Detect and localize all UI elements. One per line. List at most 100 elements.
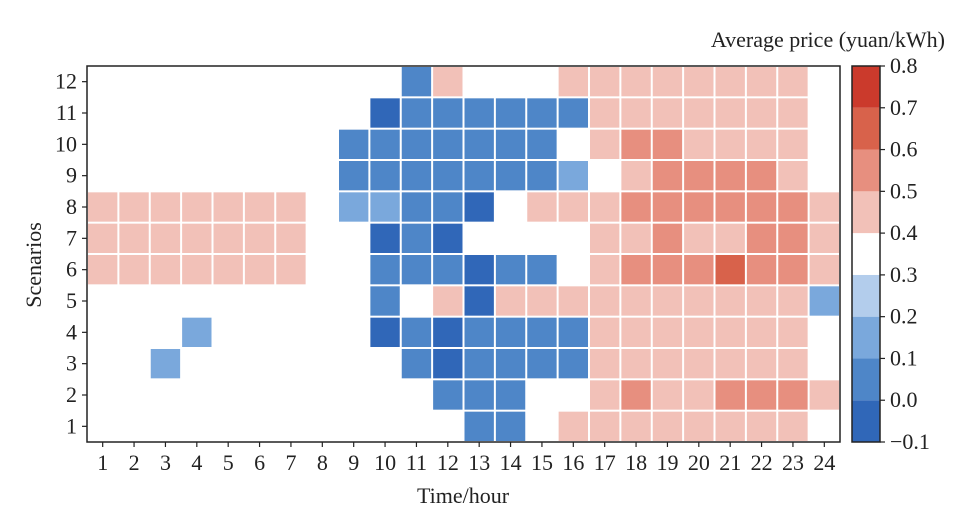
x-tick-label: 15: [531, 450, 553, 475]
heatmap-cell: [464, 129, 494, 159]
heatmap-cell: [370, 255, 400, 285]
heatmap-cell: [621, 317, 651, 347]
y-tick-label: 2: [66, 382, 77, 407]
heatmap-cell: [527, 161, 557, 191]
heatmap-cell: [746, 349, 777, 379]
heatmap-cell: [464, 161, 494, 191]
heatmap-cell: [590, 317, 620, 347]
y-tick-label: 9: [66, 163, 77, 188]
heatmap-cell: [715, 98, 745, 128]
y-tick-label: 11: [56, 100, 77, 125]
heatmap-cell: [276, 192, 306, 222]
heatmap-cell: [590, 255, 620, 285]
heatmap-cell: [527, 192, 557, 222]
heatmap-cell: [590, 349, 620, 379]
heatmap-cell: [684, 380, 714, 410]
colorbar-tick-label: 0.3: [890, 262, 918, 287]
heatmap-cell: [433, 349, 463, 379]
heatmap-cell: [809, 223, 839, 253]
colorbar-tick-label: 0.6: [890, 137, 918, 162]
heatmap-cell: [244, 192, 275, 222]
x-tick-label: 18: [625, 450, 647, 475]
heatmap-cell: [590, 286, 620, 316]
x-tick-label: 11: [406, 450, 427, 475]
heatmap-cell: [590, 67, 620, 97]
y-axis-label: Scenarios: [21, 222, 46, 308]
y-tick-label: 6: [66, 257, 77, 282]
heatmap-cell: [88, 192, 118, 222]
heatmap-cell: [652, 161, 683, 191]
heatmap-cell: [244, 255, 275, 285]
heatmap-cell: [401, 67, 432, 97]
heatmap-cell: [652, 192, 683, 222]
heatmap-cell: [370, 223, 400, 253]
y-tick-label: 12: [55, 69, 77, 94]
heatmap-cell: [119, 223, 149, 253]
heatmap-cell: [684, 129, 714, 159]
x-tick-label: 1: [97, 450, 108, 475]
heatmap-cell: [527, 255, 557, 285]
heatmap-cell: [621, 255, 651, 285]
x-tick-label: 24: [813, 450, 835, 475]
heatmap-cell: [621, 223, 651, 253]
colorbar-bin: [852, 274, 880, 317]
heatmap-cell: [809, 192, 839, 222]
heatmap-cell: [527, 98, 557, 128]
heatmap-cell: [150, 192, 181, 222]
x-tick-label: 3: [160, 450, 171, 475]
x-tick-label: 6: [254, 450, 265, 475]
x-tick-label: 23: [782, 450, 804, 475]
heatmap-cell: [715, 349, 745, 379]
x-tick-label: 21: [719, 450, 741, 475]
x-tick-label: 10: [374, 450, 396, 475]
heatmap-cell: [621, 411, 651, 441]
heatmap-cell: [495, 411, 526, 441]
heatmap-cell: [590, 98, 620, 128]
heatmap-cell: [652, 380, 683, 410]
heatmap-cell: [746, 255, 777, 285]
heatmap-cell: [213, 255, 243, 285]
heatmap-cell: [652, 349, 683, 379]
colorbar-bin: [852, 400, 880, 442]
heatmap-cell: [778, 286, 808, 316]
heatmap-cell: [527, 349, 557, 379]
colorbar-bin: [852, 358, 880, 401]
heatmap-cell: [464, 286, 494, 316]
heatmap-cell: [558, 67, 588, 97]
heatmap-cell: [746, 98, 777, 128]
heatmap-cell: [590, 223, 620, 253]
heatmap-cell: [809, 255, 839, 285]
heatmap-cell: [150, 223, 181, 253]
heatmap-cell: [652, 286, 683, 316]
heatmap-cell: [590, 380, 620, 410]
heatmap-cell: [495, 380, 526, 410]
heatmap-cell: [715, 223, 745, 253]
x-tick-label: 9: [348, 450, 359, 475]
heatmap-cell: [621, 67, 651, 97]
heatmap-cells: [88, 67, 839, 441]
colorbar-ticks: 0.8 0.7 0.6 0.5 0.4 0.3 0.2 0.1 0.0 −0.1: [880, 53, 930, 454]
heatmap-cell: [590, 192, 620, 222]
heatmap-cell: [652, 411, 683, 441]
heatmap-cell: [401, 129, 432, 159]
heatmap-cell: [778, 317, 808, 347]
y-tick-label: 7: [66, 225, 77, 250]
heatmap-cell: [778, 98, 808, 128]
heatmap-cell: [558, 192, 588, 222]
heatmap-cell: [495, 317, 526, 347]
heatmap-cell: [652, 67, 683, 97]
heatmap-cell: [182, 317, 212, 347]
heatmap-cell: [715, 129, 745, 159]
colorbar-tick-label: 0.1: [890, 345, 918, 370]
heatmap-cell: [433, 286, 463, 316]
heatmap-cell: [401, 223, 432, 253]
colorbar-tick-label: 0.2: [890, 304, 918, 329]
heatmap-cell: [213, 192, 243, 222]
heatmap-cell: [778, 223, 808, 253]
heatmap-cell: [590, 411, 620, 441]
x-tick-label: 17: [594, 450, 616, 475]
colorbar-bin: [852, 66, 880, 108]
heatmap-cell: [433, 161, 463, 191]
